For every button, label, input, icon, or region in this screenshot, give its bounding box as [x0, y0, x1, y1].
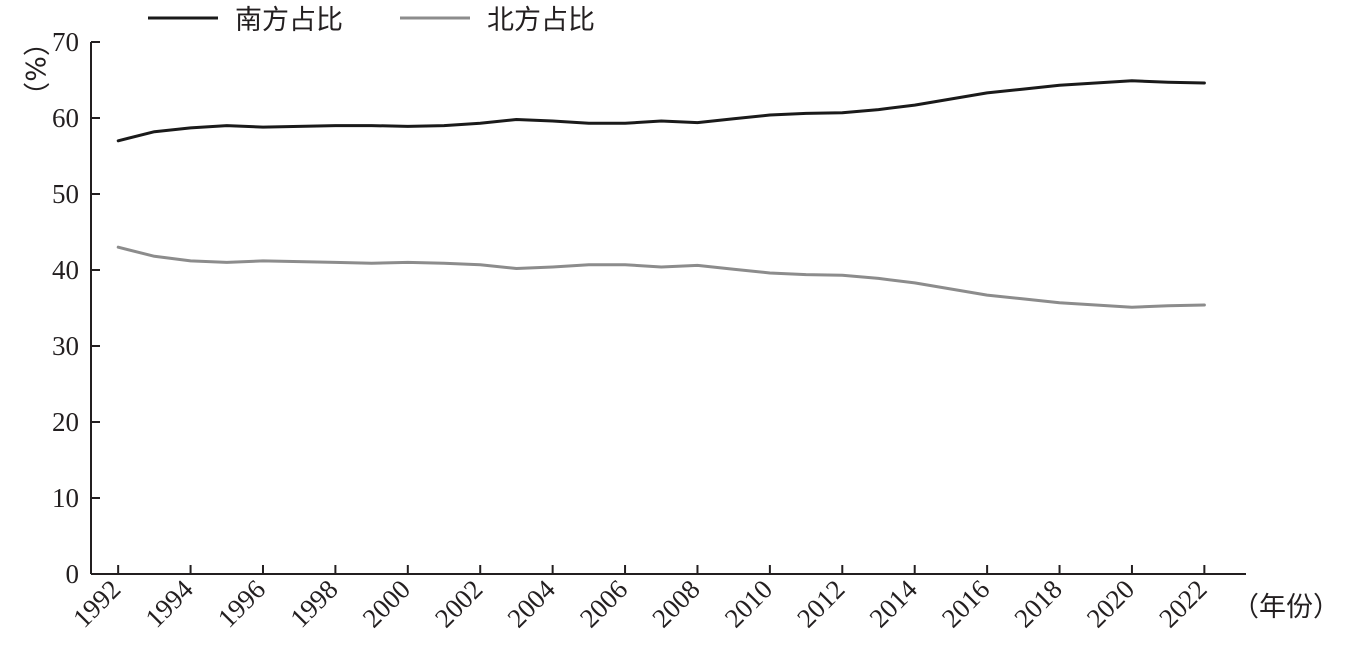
y-tick-label: 30	[52, 331, 79, 361]
x-tick-label: 1998	[284, 574, 343, 633]
x-tick-label: 2000	[357, 574, 416, 633]
legend: 南方占比 北方占比	[148, 5, 595, 36]
y-tick-label: 20	[52, 407, 79, 437]
x-tick-label: 2002	[429, 574, 488, 633]
y-tick-label: 40	[52, 255, 79, 285]
y-ticks: 0 10 20 30 40 50 60 70	[52, 27, 100, 589]
x-tick-label: 2010	[719, 574, 778, 633]
series-line-north	[116, 245, 1206, 309]
y-tick-label: 10	[52, 483, 79, 513]
x-tick-label: 2016	[936, 574, 995, 633]
x-tick-label: 2012	[791, 574, 850, 633]
x-tick-label: 1996	[212, 574, 271, 633]
y-tick-label: 0	[66, 559, 80, 589]
y-axis-unit-label: （%）	[19, 29, 50, 109]
x-tick-label: 2004	[501, 574, 561, 634]
plot-lines	[116, 79, 1206, 309]
y-tick-label: 60	[52, 103, 79, 133]
series-line-south	[116, 79, 1206, 143]
x-tick-label: 2020	[1081, 574, 1140, 633]
x-tick-label: 1994	[139, 574, 199, 634]
x-axis-unit-label: （年份）	[1232, 592, 1340, 623]
y-tick-label: 70	[52, 27, 79, 57]
x-tick-label: 2022	[1153, 574, 1212, 633]
x-tick-label: 2006	[574, 574, 633, 633]
legend-label-north: 北方占比	[487, 5, 595, 36]
x-ticks: 1992 1994 1996 1998 2000 2002 2004 2006 2008 2010…	[67, 565, 1213, 633]
legend-label-south: 南方占比	[235, 5, 343, 36]
x-tick-label: 2014	[864, 574, 924, 634]
x-tick-label: 2008	[646, 574, 705, 633]
x-tick-label: 2018	[1008, 574, 1067, 633]
y-tick-label: 50	[52, 179, 79, 209]
